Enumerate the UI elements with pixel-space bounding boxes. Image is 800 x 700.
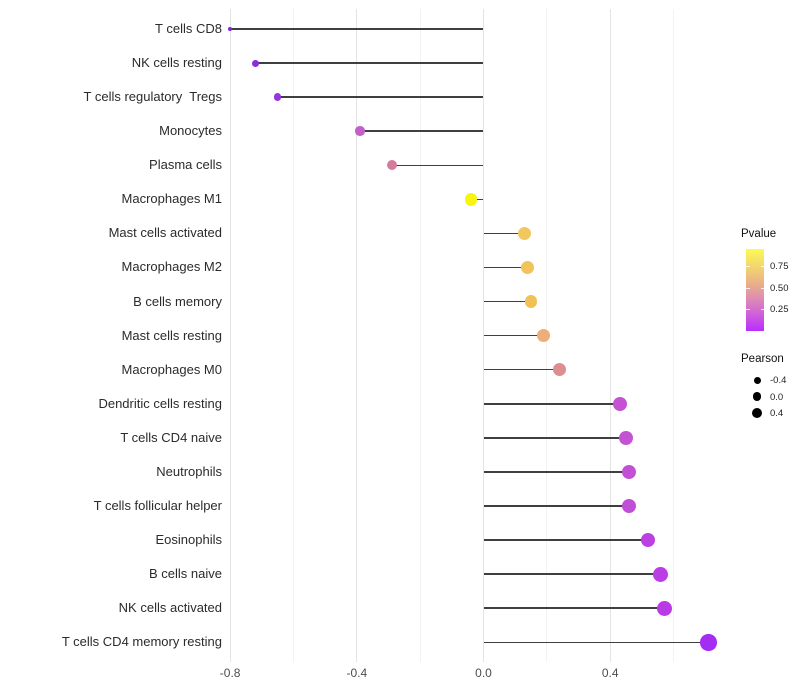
pearson-legend: Pearson -0.4 0.0 0.4: [733, 353, 799, 423]
pearson-legend-label: 0.4: [770, 408, 784, 419]
pvalue-colorbar-tick-label: 0.50: [770, 282, 789, 294]
data-point-dot: [386, 160, 397, 171]
data-point-dot: [273, 93, 282, 101]
pvalue-colorbar-tick-mark: [760, 266, 764, 268]
pvalue-colorbar-tick-label: 0.75: [770, 261, 789, 273]
gridline-major: [356, 9, 358, 662]
y-axis-label: NK cells resting: [131, 55, 222, 71]
lollipop-stem: [483, 300, 531, 303]
lollipop-stem: [255, 62, 484, 64]
y-axis-label: B cells naive: [149, 566, 222, 582]
pearson-legend-dot: [752, 392, 762, 401]
data-point-dot: [619, 430, 633, 445]
data-point-dot: [656, 600, 672, 616]
y-axis-label: Neutrophils: [156, 463, 222, 479]
lollipop-stem: [483, 403, 620, 405]
data-point-dot: [621, 464, 637, 480]
pvalue-legend: Pvalue 0.75 0.50 0.25: [733, 228, 799, 331]
lollipop-stem: [483, 368, 560, 371]
y-axis-label: Macrophages M0: [121, 361, 222, 377]
lollipop-stem: [483, 573, 661, 575]
pvalue-colorbar-tick-mark: [760, 308, 764, 310]
pearson-legend-label: 0.0: [770, 391, 784, 403]
y-axis-label: Macrophages M1: [121, 191, 222, 207]
lollipop-stem: [230, 28, 484, 30]
pvalue-colorbar-tick-label: 0.25: [770, 303, 789, 315]
lollipop-stem: [483, 437, 626, 439]
y-axis-label: Dendritic cells resting: [98, 395, 222, 411]
data-point-dot: [536, 328, 551, 343]
data-point-dot: [552, 362, 567, 377]
x-axis-tick-label: -0.8: [219, 666, 241, 680]
lollipop-stem: [483, 232, 525, 235]
pvalue-colorbar-tick-mark: [760, 287, 764, 289]
data-point-dot: [612, 396, 627, 411]
y-axis-label: T cells regulatory Tregs: [83, 89, 222, 105]
pearson-legend-dot: [753, 376, 761, 384]
lollipop-stem: [277, 96, 484, 98]
pvalue-colorbar-gradient: [746, 249, 764, 331]
data-point-dot: [355, 126, 365, 136]
lollipop-stem: [483, 334, 544, 337]
lollipop-stem: [391, 164, 484, 167]
legend: Pvalue 0.75 0.50 0.25 Pearson -0.4 0.0 0.4: [733, 228, 799, 423]
pearson-legend-dot: [751, 407, 763, 419]
y-axis-label: Macrophages M2: [121, 259, 222, 275]
lollipop-stem: [483, 266, 528, 269]
lollipop-stem: [359, 130, 484, 132]
gridline-minor: [292, 9, 294, 662]
pvalue-colorbar-tick-mark: [746, 308, 750, 310]
pvalue-colorbar-tick-mark: [746, 266, 750, 268]
data-point-dot: [227, 26, 233, 32]
y-axis-label: NK cells activated: [118, 600, 222, 616]
y-axis-label: Mast cells activated: [108, 225, 222, 241]
x-axis-tick-label: 0.4: [601, 666, 619, 680]
data-point-dot: [521, 260, 535, 274]
pvalue-legend-title: Pvalue: [741, 228, 777, 240]
y-axis-label: T cells CD8: [155, 21, 222, 36]
data-point-dot: [524, 295, 538, 308]
pearson-legend-label: -0.4: [770, 375, 787, 386]
gridline-major: [609, 9, 611, 662]
x-axis-tick-label: 0.0: [475, 666, 492, 680]
y-axis-label: T cells CD4 memory resting: [61, 634, 222, 650]
lollipop-stem: [483, 505, 630, 507]
pearson-legend-title: Pearson: [741, 353, 784, 365]
gridline-minor: [673, 9, 675, 662]
lollipop-stem: [483, 641, 709, 643]
y-axis-label: Plasma cells: [149, 157, 222, 173]
data-point-dot: [464, 193, 478, 206]
y-axis-label: T cells follicular helper: [93, 497, 222, 513]
data-point-dot: [518, 226, 532, 240]
lollipop-stem: [470, 198, 484, 201]
y-axis-label: Mast cells resting: [121, 327, 222, 343]
gridline-major: [229, 9, 231, 662]
pvalue-colorbar-wrap: 0.75 0.50 0.25: [746, 249, 799, 331]
lollipop-stem: [483, 607, 665, 609]
pvalue-colorbar-tick-mark: [746, 287, 750, 289]
y-axis-label: B cells memory: [133, 293, 222, 309]
y-axis-label: Eosinophils: [155, 532, 223, 548]
gridline-minor: [419, 9, 421, 662]
data-point-dot: [640, 532, 656, 548]
data-point-dot: [251, 59, 259, 67]
y-axis-label: Monocytes: [159, 123, 222, 139]
lollipop-stem: [483, 471, 630, 473]
lollipop-stem: [483, 539, 649, 541]
x-axis-tick-label: -0.4: [346, 666, 368, 680]
y-axis-label: T cells CD4 naive: [120, 429, 222, 445]
data-point-dot: [621, 498, 637, 514]
data-point-dot: [653, 566, 669, 582]
data-point-dot: [700, 634, 717, 651]
